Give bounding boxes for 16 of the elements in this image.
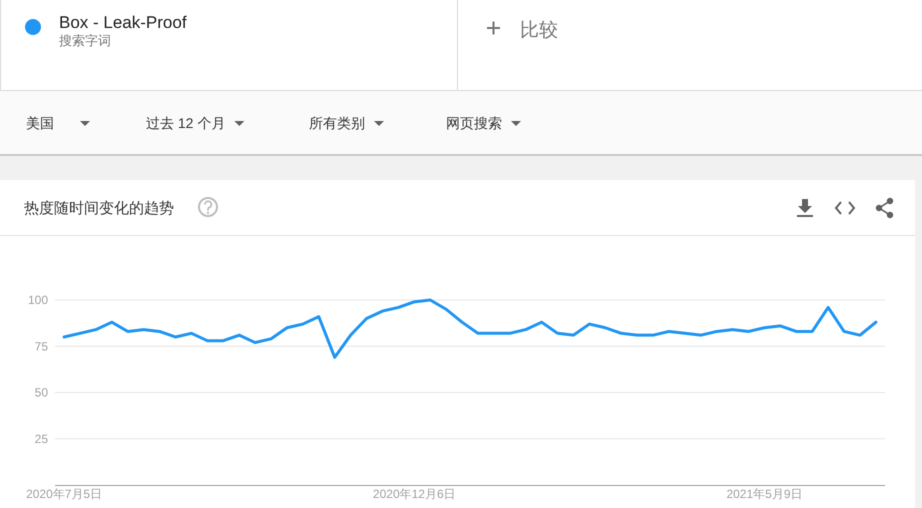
text: 美国 (26, 115, 54, 131)
line-series (62, 298, 878, 359)
y-tick-label: 100 (28, 293, 48, 307)
legend-label: Box - Leak-Proof (59, 13, 187, 32)
x-tick-label: 2021年5月9日 (726, 487, 803, 501)
text: 网页搜索 (446, 115, 502, 131)
chart-title: 热度随时间变化的趋势 (24, 200, 174, 217)
x-tick-label: 2020年12月6日 (372, 487, 456, 501)
text: 搜索字词 (59, 33, 111, 48)
y-tick-label: 50 (34, 386, 48, 400)
text: 过去 12 个月 (146, 115, 226, 131)
text: 比较 (520, 20, 558, 41)
y-tick-label: 75 (34, 339, 48, 354)
y-tick-label: 25 (34, 432, 48, 446)
text: 所有类别 (309, 115, 365, 131)
x-tick-label: 2020年7月5日 (26, 487, 102, 501)
